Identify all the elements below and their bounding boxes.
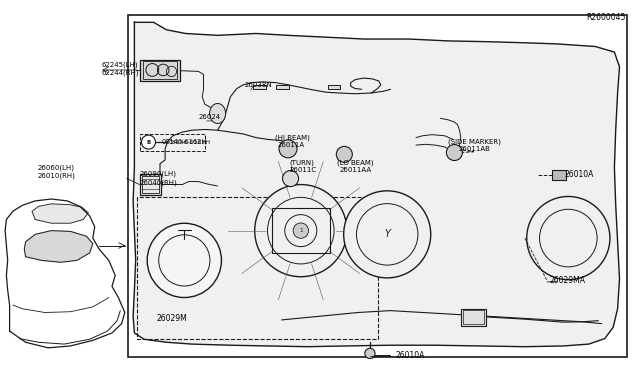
- Text: (SIDE MARKER): (SIDE MARKER): [448, 138, 501, 145]
- Bar: [461, 309, 486, 326]
- Text: 26029MA: 26029MA: [549, 276, 585, 285]
- Text: 26029M: 26029M: [157, 314, 188, 323]
- Text: R2600045: R2600045: [586, 13, 626, 22]
- Bar: [253, 85, 266, 89]
- Bar: [276, 85, 289, 89]
- Text: 62245(LH): 62245(LH): [101, 62, 138, 68]
- Bar: [128, 15, 627, 357]
- Text: 26011C: 26011C: [289, 167, 316, 173]
- Circle shape: [147, 223, 221, 298]
- Bar: [272, 208, 330, 253]
- Circle shape: [255, 185, 347, 277]
- Text: 26010A: 26010A: [564, 170, 594, 179]
- Bar: [140, 60, 180, 81]
- Text: 26038N: 26038N: [244, 82, 272, 88]
- Circle shape: [337, 146, 353, 163]
- Text: 26040(RH): 26040(RH): [140, 179, 177, 186]
- Text: 26011A: 26011A: [278, 142, 305, 148]
- Circle shape: [279, 140, 297, 158]
- Text: (TURN): (TURN): [289, 160, 314, 166]
- Text: 1: 1: [299, 228, 303, 233]
- Circle shape: [344, 191, 431, 278]
- Text: 08146-6162H: 08146-6162H: [161, 139, 207, 145]
- Circle shape: [527, 196, 610, 280]
- Ellipse shape: [210, 103, 226, 124]
- Circle shape: [283, 170, 298, 187]
- Bar: [463, 310, 484, 324]
- Text: 26011AB: 26011AB: [458, 146, 490, 152]
- Text: B: B: [147, 140, 150, 145]
- Text: 26024: 26024: [198, 114, 221, 120]
- Polygon shape: [24, 231, 93, 262]
- Text: 26010A: 26010A: [396, 351, 425, 360]
- Text: (HI BEAM): (HI BEAM): [275, 134, 310, 141]
- Text: 26011AA: 26011AA: [339, 167, 371, 173]
- Bar: [142, 176, 159, 193]
- Circle shape: [447, 144, 463, 161]
- Text: 62244(RH): 62244(RH): [101, 69, 139, 76]
- Text: 26060(LH): 26060(LH): [37, 164, 74, 171]
- Polygon shape: [32, 204, 88, 223]
- Text: 26090(LH): 26090(LH): [140, 171, 177, 177]
- Polygon shape: [133, 22, 620, 347]
- Text: 26010(RH): 26010(RH): [37, 172, 75, 179]
- Text: 08146-6162H: 08146-6162H: [168, 140, 211, 145]
- Text: Y: Y: [384, 230, 390, 239]
- Bar: [328, 85, 340, 89]
- Circle shape: [365, 348, 375, 359]
- Text: (LO BEAM): (LO BEAM): [337, 160, 374, 166]
- Circle shape: [293, 223, 308, 238]
- Bar: [552, 170, 566, 180]
- Bar: [140, 174, 161, 195]
- Bar: [143, 61, 177, 79]
- Circle shape: [141, 135, 156, 149]
- Bar: [140, 134, 205, 151]
